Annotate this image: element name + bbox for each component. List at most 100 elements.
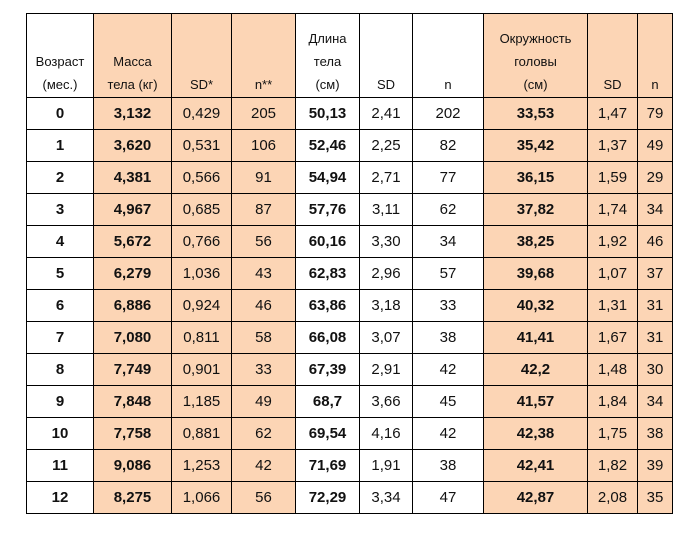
table-cell: 37,82 <box>483 193 588 226</box>
table-row: 0 3,132 0,429 205 50,13 2,41 202 33,53 1,47 79 <box>26 97 673 130</box>
table-cell: 1,37 <box>587 129 638 162</box>
table-cell: 34 <box>637 385 673 418</box>
table-row: 9 7,848 1,185 49 68,7 3,66 45 41,57 1,84 34 <box>26 385 673 418</box>
table-cell: 2,91 <box>359 353 413 386</box>
table-row: 7 7,080 0,811 58 66,08 3,07 38 41,41 1,67 31 <box>26 321 673 354</box>
table-row: 11 9,086 1,253 42 71,69 1,91 38 42,41 1,82 39 <box>26 449 673 482</box>
table-cell: 1,59 <box>587 161 638 194</box>
table-cell: 1,75 <box>587 417 638 450</box>
table-cell: 11 <box>26 449 94 482</box>
table-cell: 42,2 <box>483 353 588 386</box>
table-row: 6 6,886 0,924 46 63,86 3,18 33 40,32 1,31 31 <box>26 289 673 322</box>
table-cell: 1,82 <box>587 449 638 482</box>
table-cell: 5 <box>26 257 94 290</box>
table-cell: 39 <box>637 449 673 482</box>
table-cell: 2,25 <box>359 129 413 162</box>
table-cell: 52,46 <box>295 129 360 162</box>
table-cell: 0,429 <box>171 97 232 130</box>
table-cell: 8,275 <box>93 481 172 514</box>
table-cell: 34 <box>637 193 673 226</box>
table-cell: 56 <box>231 481 296 514</box>
table-cell: 3,07 <box>359 321 413 354</box>
table-row: 5 6,279 1,036 43 62,83 2,96 57 39,68 1,07 37 <box>26 257 673 290</box>
table-cell: 2,08 <box>587 481 638 514</box>
table-cell: 1,07 <box>587 257 638 290</box>
table-cell: 1,253 <box>171 449 232 482</box>
table-cell: 7,080 <box>93 321 172 354</box>
table-cell: 4,967 <box>93 193 172 226</box>
table-cell: 33,53 <box>483 97 588 130</box>
table-cell: 0,924 <box>171 289 232 322</box>
table-cell: 46 <box>637 225 673 258</box>
table-cell: 71,69 <box>295 449 360 482</box>
table-cell: 79 <box>637 97 673 130</box>
column-header: n <box>637 13 673 98</box>
table-cell: 4,16 <box>359 417 413 450</box>
table-cell: 50,13 <box>295 97 360 130</box>
table-cell: 38 <box>412 321 484 354</box>
table-cell: 1,066 <box>171 481 232 514</box>
table-cell: 9,086 <box>93 449 172 482</box>
table-cell: 47 <box>412 481 484 514</box>
table-cell: 30 <box>637 353 673 386</box>
table-cell: 2,41 <box>359 97 413 130</box>
table-cell: 82 <box>412 129 484 162</box>
table-cell: 3,66 <box>359 385 413 418</box>
table-row: 1 3,620 0,531 106 52,46 2,25 82 35,42 1,37 49 <box>26 129 673 162</box>
column-header: Длина тела (см) <box>295 13 360 98</box>
table-cell: 2,96 <box>359 257 413 290</box>
table-cell: 10 <box>26 417 94 450</box>
table-cell: 2 <box>26 161 94 194</box>
table-cell: 40,32 <box>483 289 588 322</box>
table-cell: 205 <box>231 97 296 130</box>
table-cell: 3 <box>26 193 94 226</box>
table-cell: 2,71 <box>359 161 413 194</box>
table-cell: 0,531 <box>171 129 232 162</box>
table-cell: 43 <box>231 257 296 290</box>
table-cell: 1,91 <box>359 449 413 482</box>
table-cell: 0 <box>26 97 94 130</box>
table-cell: 29 <box>637 161 673 194</box>
table-cell: 38 <box>412 449 484 482</box>
table-cell: 33 <box>412 289 484 322</box>
table-cell: 46 <box>231 289 296 322</box>
table-cell: 38 <box>637 417 673 450</box>
table-cell: 202 <box>412 97 484 130</box>
table-body: 0 3,132 0,429 205 50,13 2,41 202 33,53 1,47 79 1 3,… <box>26 97 673 514</box>
column-header: Окружность головы (см) <box>483 13 588 98</box>
table-cell: 67,39 <box>295 353 360 386</box>
table-cell: 56 <box>231 225 296 258</box>
table-row: 4 5,672 0,766 56 60,16 3,30 34 38,25 1,92 46 <box>26 225 673 258</box>
table-cell: 42,38 <box>483 417 588 450</box>
table-cell: 68,7 <box>295 385 360 418</box>
table-cell: 45 <box>412 385 484 418</box>
table-row: 3 4,967 0,685 87 57,76 3,11 62 37,82 1,74 34 <box>26 193 673 226</box>
table-cell: 41,57 <box>483 385 588 418</box>
table-cell: 42 <box>412 353 484 386</box>
table-cell: 72,29 <box>295 481 360 514</box>
table-row: 12 8,275 1,066 56 72,29 3,34 47 42,87 2,08 35 <box>26 481 673 514</box>
table-cell: 3,30 <box>359 225 413 258</box>
table-cell: 0,811 <box>171 321 232 354</box>
table-cell: 87 <box>231 193 296 226</box>
table-cell: 7,758 <box>93 417 172 450</box>
table-cell: 41,41 <box>483 321 588 354</box>
table-cell: 39,68 <box>483 257 588 290</box>
table-cell: 38,25 <box>483 225 588 258</box>
table-cell: 35,42 <box>483 129 588 162</box>
table-cell: 9 <box>26 385 94 418</box>
table-cell: 42,87 <box>483 481 588 514</box>
table-cell: 1,48 <box>587 353 638 386</box>
table-cell: 62 <box>231 417 296 450</box>
table-cell: 58 <box>231 321 296 354</box>
table-cell: 3,132 <box>93 97 172 130</box>
table-cell: 1,67 <box>587 321 638 354</box>
table-cell: 69,54 <box>295 417 360 450</box>
table-cell: 7 <box>26 321 94 354</box>
table-cell: 77 <box>412 161 484 194</box>
table-cell: 66,08 <box>295 321 360 354</box>
table-cell: 1,84 <box>587 385 638 418</box>
table-cell: 3,11 <box>359 193 413 226</box>
table-cell: 49 <box>637 129 673 162</box>
table-row: 2 4,381 0,566 91 54,94 2,71 77 36,15 1,59 29 <box>26 161 673 194</box>
